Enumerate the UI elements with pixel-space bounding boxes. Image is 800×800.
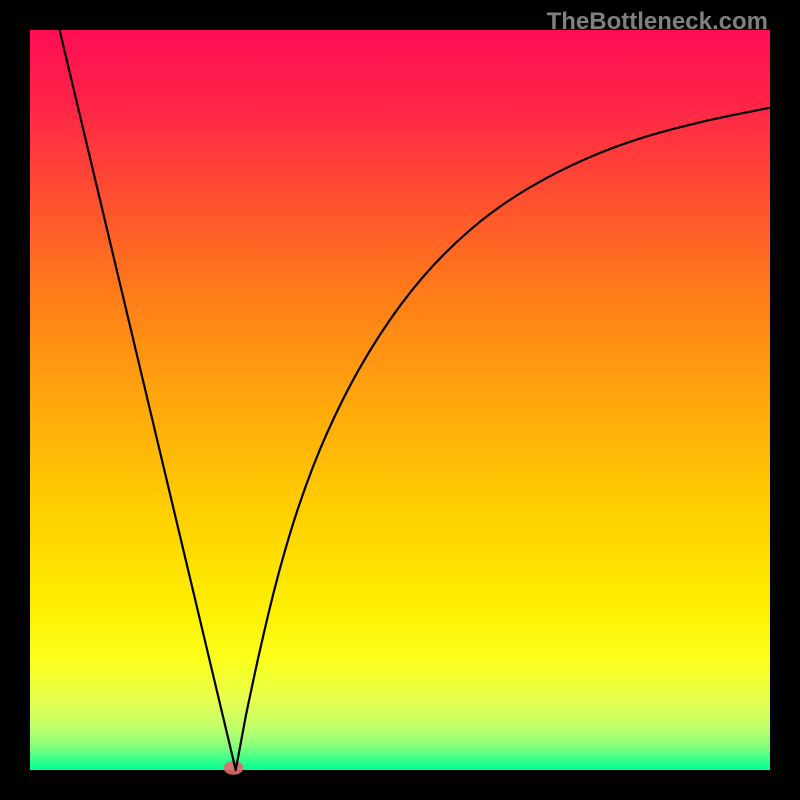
plot-svg [30,30,770,770]
plot-area [30,30,770,770]
gradient-background [30,30,770,770]
watermark-text: TheBottleneck.com [547,8,768,36]
